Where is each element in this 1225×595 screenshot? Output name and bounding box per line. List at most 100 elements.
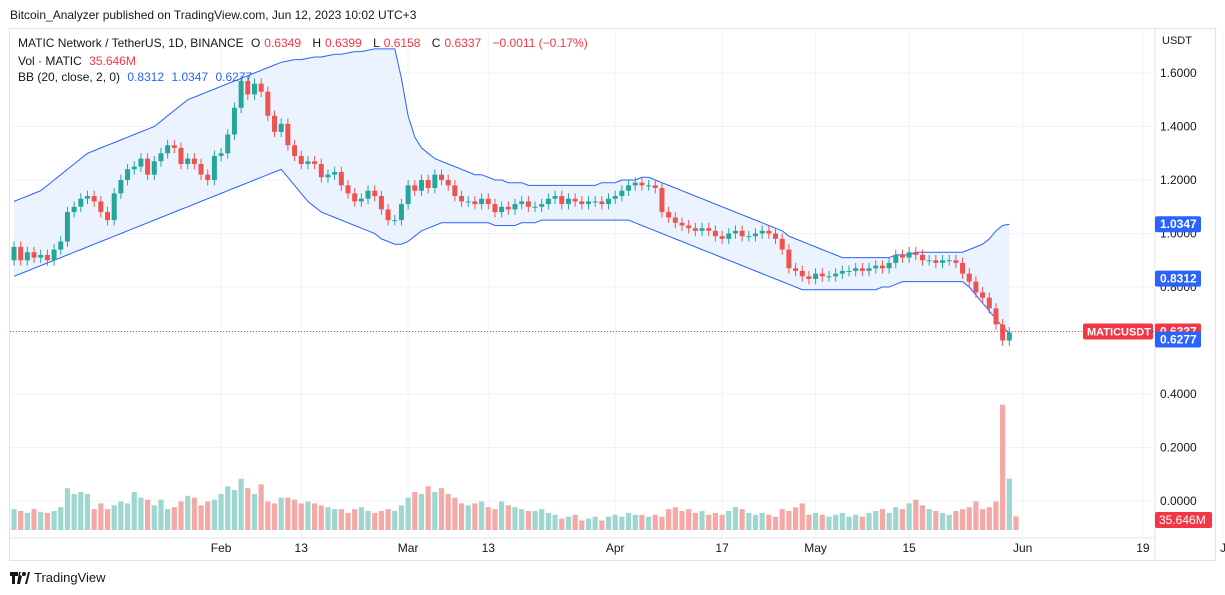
candle-body	[165, 145, 171, 154]
candle-body	[826, 276, 832, 278]
volume-bar	[38, 511, 44, 530]
candle-body	[532, 206, 538, 208]
candle-body	[138, 158, 144, 167]
candle-body	[926, 260, 932, 262]
low-value: 0.6158	[383, 36, 421, 50]
volume-bar	[305, 501, 311, 530]
volume-bar	[251, 493, 258, 530]
footer: TradingView	[10, 570, 106, 585]
candle-body	[806, 276, 812, 279]
volume-bar	[111, 505, 117, 530]
volume-bar	[332, 509, 338, 530]
bb-legend: BB (20, close, 2, 0) 0.8312 1.0347 0.627…	[18, 70, 256, 84]
volume-bar	[639, 514, 645, 530]
volume-bar	[579, 520, 585, 530]
candle-body	[893, 254, 899, 263]
volume-bar	[659, 516, 665, 530]
volume-bar	[893, 507, 899, 530]
symbol-tag: MATICUSDT	[1087, 326, 1151, 338]
volume-bar	[959, 509, 966, 530]
volume-bar	[813, 512, 819, 530]
candle-body	[666, 212, 672, 218]
candle-body	[773, 233, 779, 239]
candle-body	[606, 198, 612, 205]
candle-body	[365, 190, 371, 199]
volume-bar	[352, 509, 358, 530]
bb-lower-line	[13, 168, 1010, 334]
volume-bar	[124, 503, 131, 530]
candle-body	[51, 249, 57, 261]
candle-body	[786, 249, 792, 269]
volume-bar	[552, 514, 558, 530]
candle-body	[819, 273, 825, 277]
volume-bar	[231, 490, 238, 530]
volume-bar	[452, 497, 458, 530]
lower-band-tag: 0.6277	[1160, 333, 1197, 347]
candle-body	[752, 233, 758, 237]
y-tick-label: 0.4000	[1160, 387, 1197, 401]
candle-body	[559, 196, 565, 205]
candle-body	[585, 201, 591, 205]
candle-body	[766, 230, 772, 234]
volume-bar	[385, 509, 391, 530]
volume-bar	[599, 520, 605, 530]
volume-bar	[325, 507, 331, 530]
candle-body	[699, 228, 705, 231]
volume-bar	[91, 509, 97, 530]
volume-bar	[345, 512, 351, 530]
volume-bar	[779, 509, 785, 530]
candle-body	[980, 292, 986, 298]
candle-body	[799, 270, 805, 277]
x-tick-label: 17	[715, 541, 729, 555]
candle-body	[492, 204, 498, 213]
candle-body	[298, 155, 304, 164]
candle-body	[940, 260, 946, 263]
volume-bar	[58, 507, 64, 530]
volume-bar	[532, 511, 538, 530]
volume-bar	[258, 484, 264, 530]
volume-bar	[458, 503, 465, 530]
candle-body	[986, 297, 992, 309]
candle-body	[732, 230, 738, 234]
candle-body	[305, 161, 311, 164]
candle-body	[759, 230, 765, 234]
volume-bar	[392, 511, 398, 530]
candle-body	[292, 145, 298, 156]
volume-bar	[472, 503, 478, 530]
volume-bar	[1000, 404, 1006, 530]
candle-body	[793, 268, 799, 271]
volume-bar	[118, 501, 124, 530]
candle-body	[993, 308, 999, 325]
candle-body	[692, 228, 698, 231]
lower-band-tag-bg	[1155, 331, 1201, 348]
candle-body	[612, 196, 618, 199]
candle-body	[405, 185, 411, 205]
volume-bar	[512, 507, 518, 530]
volume-bar	[271, 503, 278, 530]
y-tick-label: 1.2000	[1160, 173, 1197, 187]
volume-bar	[746, 512, 752, 530]
tradingview-logo-icon	[10, 571, 30, 584]
candle-body	[191, 158, 197, 164]
candle-body	[873, 265, 879, 269]
x-tick-label: 13	[295, 541, 309, 555]
volume-bar	[425, 486, 431, 530]
volume-bar	[605, 516, 612, 530]
volume-bar	[906, 503, 912, 530]
volume-tag-bg	[1155, 512, 1212, 528]
candle-body	[706, 228, 712, 231]
candle-body	[251, 83, 257, 95]
candle-body	[712, 230, 718, 237]
volume-bar	[926, 509, 932, 530]
candle-body	[44, 254, 50, 261]
candle-body	[158, 153, 164, 162]
chart-pane[interactable]	[9, 28, 1216, 561]
volume-bar	[291, 499, 298, 530]
volume-bar	[766, 514, 772, 530]
volume-bar	[104, 509, 111, 530]
candle-body	[131, 166, 137, 170]
x-tick-label: 13	[482, 541, 496, 555]
candle-body	[859, 268, 865, 271]
